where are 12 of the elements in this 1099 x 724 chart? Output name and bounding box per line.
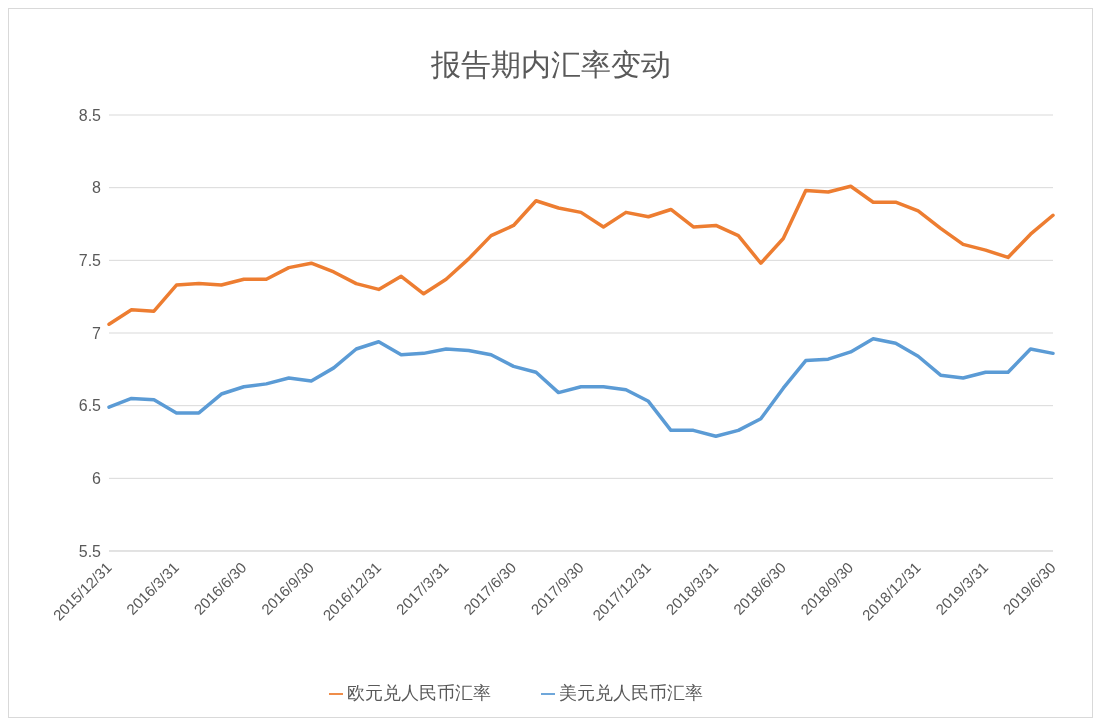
y-tick-label: 5.5 bbox=[78, 542, 102, 560]
line-series bbox=[107, 337, 1055, 438]
legend-label: 美元兑人民币汇率 bbox=[559, 683, 703, 703]
y-tick-label: 6.5 bbox=[78, 397, 102, 415]
y-tick-label: 7.5 bbox=[78, 252, 102, 270]
legend-label: 欧元兑人民币汇率 bbox=[347, 683, 491, 703]
chart-title: 报告期内汇率变动 bbox=[429, 47, 672, 83]
line-series bbox=[107, 184, 1055, 327]
y-tick-label: 8 bbox=[92, 179, 102, 197]
y-tick-label: 8.5 bbox=[78, 106, 102, 124]
y-tick-label: 6 bbox=[92, 470, 102, 488]
y-tick-label: 7 bbox=[92, 324, 102, 342]
